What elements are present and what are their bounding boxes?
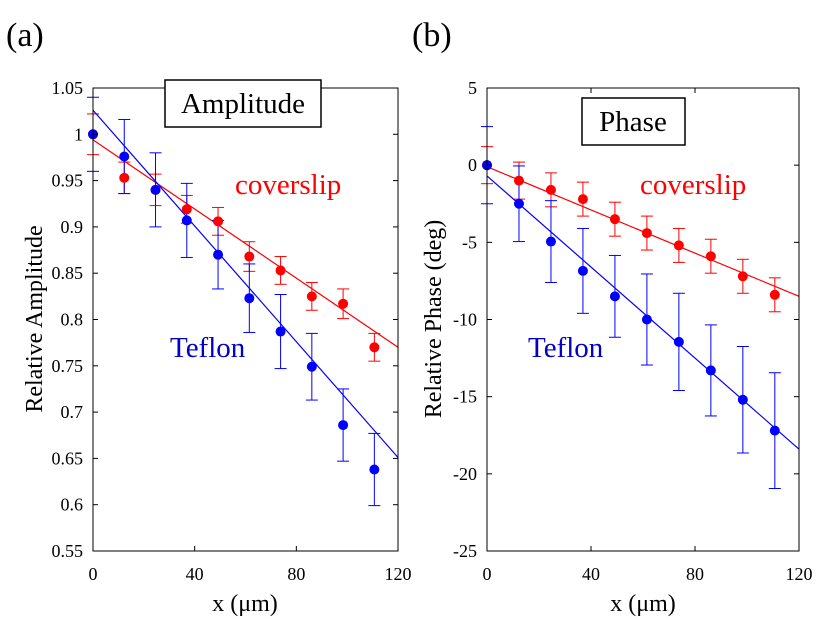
panel-1-point-coverslip [609,214,620,225]
panel-1-point-teflon [673,336,684,347]
panel-a-marks [87,96,399,507]
panel-0-xtick-label: 0 [89,564,98,584]
panel-b-marks [481,126,800,489]
panel-1-ytick-label: 5 [468,78,477,98]
panel-1-ytick-label: 0 [468,155,477,175]
panel-0-ytick-label: 0.95 [52,171,84,191]
panel-1-ytick-label: -20 [453,464,477,484]
panel-1-point-coverslip [705,251,716,262]
panel-0-point-coverslip [338,298,349,309]
panel-1-ytick-label: -5 [462,232,477,252]
panel-0-ytick-label: 1 [74,124,83,144]
panel-0-ytick-label: 0.7 [61,402,84,422]
panel-a-title: Amplitude [181,88,305,120]
panel-0-point-teflon [150,184,161,195]
panel-0-ytick-label: 1.05 [52,78,84,98]
panel-b-legend-coverslip: coverslip [640,169,746,201]
panel-1-point-teflon [545,236,556,247]
panel-1-point-coverslip [673,240,684,251]
panel-1-point-teflon [641,314,652,325]
panel-1-point-coverslip [737,271,748,282]
panel-0-ytick-label: 0.55 [52,541,84,561]
panel-1-point-teflon [769,425,780,436]
panel-b-ticks: 0 40 80 120 -25 -20 -15 -10 -5 0 5 [453,78,813,584]
panel-1-ytick-label: -10 [453,310,477,330]
panel-0-point-teflon [306,361,317,372]
panel-0-fit-line-coverslip [92,139,399,348]
panel-0-ytick-label: 0.85 [52,263,84,283]
panel-1-xtick-label: 120 [786,564,813,584]
panel-0-ytick-label: 0.75 [52,356,84,376]
panel-0-point-teflon [181,215,192,226]
panel-1-point-teflon [705,365,716,376]
panel-0-xtick-label: 40 [186,564,204,584]
panel-0-point-teflon [244,293,255,304]
panel-0-point-coverslip [275,265,286,276]
panel-1-point-teflon [513,198,524,209]
panel-a-plot-frame [92,87,399,552]
panel-1-xtick-label: 40 [582,564,600,584]
panel-0-point-coverslip [181,204,192,215]
panel-0-point-coverslip [306,291,317,302]
panel-a-amplitude: (a) 0 40 80 120 0.55 0.6 0.65 0.7 0.75 0.8 0.85 0.9… [6,17,412,617]
panel-1-xtick-label: 0 [483,564,492,584]
panel-0-point-teflon [338,420,349,431]
panel-b-title: Phase [599,106,667,138]
panel-0-xtick-label: 120 [385,564,412,584]
panel-1-point-coverslip [577,194,588,205]
panel-b-ylabel: Relative Phase (deg) [421,220,447,419]
panel-0-point-teflon [369,464,380,475]
panel-b-title-box [581,97,686,146]
panel-a-ylabel: Relative Amplitude [22,225,48,412]
panel-0-point-coverslip [244,251,255,262]
panel-1-point-teflon [737,394,748,405]
panel-a-legend-coverslip: coverslip [235,169,341,201]
panel-a-title-box [164,79,322,128]
panel-1-xtick-label: 80 [686,564,704,584]
panel-1-point-teflon [577,265,588,276]
panel-0-xtick-label: 80 [287,564,305,584]
panel-b-legend-teflon: Teflon [528,332,604,364]
panel-1-point-teflon [609,291,620,302]
panel-0-point-teflon [213,249,224,260]
panel-0-ytick-label: 0.9 [61,217,84,237]
panel-1-point-coverslip [769,289,780,300]
panel-0-ytick-label: 0.65 [52,448,84,468]
panel-1-ytick-label: -15 [453,387,477,407]
panel-0-point-teflon [275,326,286,337]
panel-0-ytick-label: 0.6 [61,495,84,515]
panel-a-label: (a) [6,17,44,54]
panel-0-point-coverslip [369,342,380,353]
panel-b-phase: (b) 0 40 80 120 -25 -20 -15 -10 -5 0 5 Phase cover… [412,17,813,617]
panel-1-fit-line-teflon [486,175,800,450]
panel-1-ytick-label: -25 [453,541,477,561]
panel-a-ticks: 0 40 80 120 0.55 0.6 0.65 0.7 0.75 0.8 0.85 0.9 0.95… [52,78,412,584]
panel-0-point-coverslip [213,216,224,227]
panel-1-point-coverslip [545,184,556,195]
panel-b-label: (b) [412,17,452,54]
panel-0-fit-line-teflon [92,109,399,458]
panel-b-xlabel: x (μm) [610,591,676,617]
panel-1-point-coverslip [513,175,524,186]
panel-a-xlabel: x (μm) [212,591,278,617]
panel-a-legend-teflon: Teflon [170,332,246,364]
panel-0-point-teflon [119,151,130,162]
panel-1-point-coverslip [641,228,652,239]
panel-0-ytick-label: 0.8 [61,310,84,330]
panel-0-point-coverslip [119,172,130,183]
